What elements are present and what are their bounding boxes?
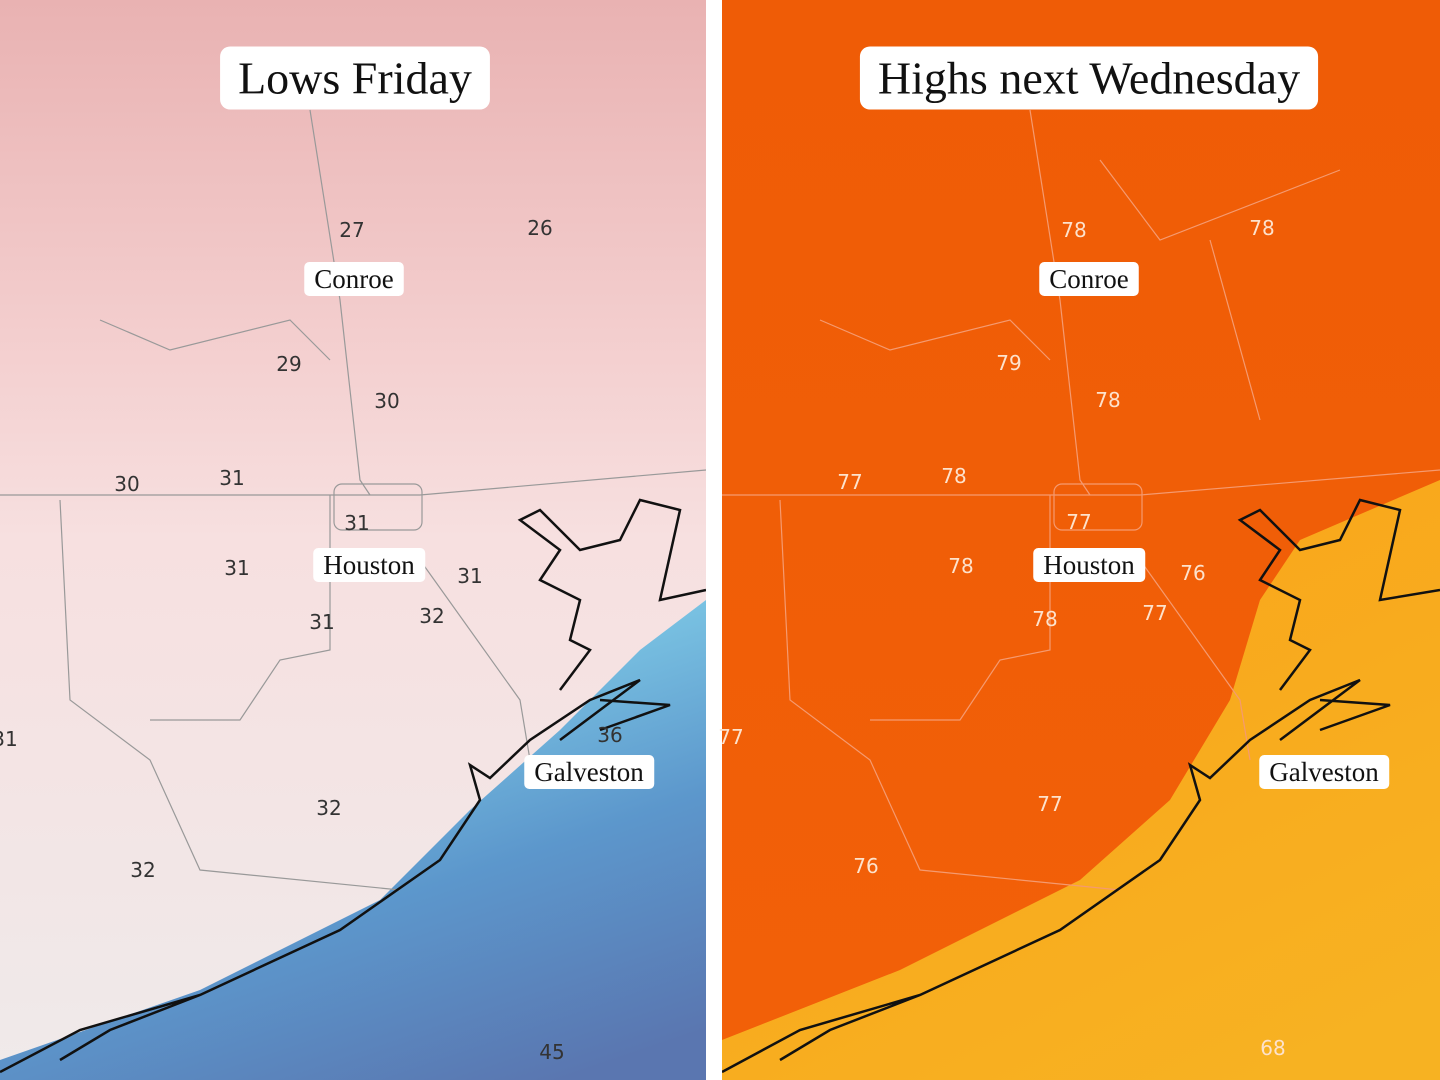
city-label-group: Galveston bbox=[524, 755, 655, 789]
temperature: 78 bbox=[1032, 607, 1057, 631]
temperature: 76 bbox=[853, 854, 878, 878]
panel-title-box bbox=[220, 46, 490, 110]
temperature: 78 bbox=[1061, 218, 1086, 242]
coastline bbox=[721, 498, 1440, 1074]
panel-title-box bbox=[859, 46, 1319, 110]
city-label-box bbox=[524, 755, 655, 789]
temperature: 31 bbox=[219, 466, 244, 490]
temperature: 36 bbox=[597, 723, 622, 747]
temperature: 30 bbox=[374, 389, 399, 413]
temperature: 31 bbox=[344, 511, 369, 535]
temperature: 77 bbox=[837, 470, 862, 494]
temperature: 79 bbox=[996, 351, 1021, 375]
city-label-box bbox=[1039, 262, 1139, 296]
labels: 27 26 29 30 30 31 31 31 31 32 31 36 32 32 45 31 Conroe Ho… bbox=[0, 46, 1390, 1064]
city-label-box bbox=[313, 548, 426, 582]
sea bbox=[0, 600, 706, 1080]
panel-title: Lows Friday bbox=[238, 53, 472, 104]
city-label: Conroe bbox=[1049, 264, 1129, 294]
city-label: Houston bbox=[1043, 550, 1135, 580]
city-label: Galveston bbox=[1269, 757, 1379, 787]
temperature: 76 bbox=[1180, 561, 1205, 585]
temperature: 78 bbox=[1249, 216, 1274, 240]
city-label-box bbox=[1259, 755, 1390, 789]
temperature: 45 bbox=[539, 1040, 564, 1064]
temperature: 29 bbox=[276, 352, 301, 376]
sea bbox=[722, 480, 1440, 1080]
temperature: 78 bbox=[941, 464, 966, 488]
temperature: 31 bbox=[457, 564, 482, 588]
city-label: Houston bbox=[323, 550, 415, 580]
left-map bbox=[0, 0, 707, 1080]
temperature: 77 bbox=[718, 725, 743, 749]
city-label-group: Galveston bbox=[1259, 755, 1390, 789]
temperature: 31 bbox=[309, 610, 334, 634]
panel-title: Highs next Wednesday bbox=[878, 53, 1300, 104]
right-map bbox=[721, 0, 1440, 1080]
temperature: 78 bbox=[1095, 388, 1120, 412]
temperature: 68 bbox=[1260, 1036, 1285, 1060]
county-lines bbox=[0, 109, 707, 891]
temperature: 27 bbox=[339, 218, 364, 242]
divider bbox=[706, 0, 722, 1080]
city-label-group: Houston bbox=[1033, 548, 1146, 582]
temperature: 30 bbox=[114, 472, 139, 496]
city-label-group: Conroe bbox=[1039, 262, 1139, 296]
temperature: 26 bbox=[527, 216, 552, 240]
city-label-group: Conroe bbox=[304, 262, 404, 296]
temperature: 32 bbox=[419, 604, 444, 628]
city-label-box bbox=[1033, 548, 1146, 582]
panel-title-group: Lows Friday bbox=[220, 46, 490, 110]
temperature: 31 bbox=[0, 727, 18, 751]
temperature: 77 bbox=[1037, 792, 1062, 816]
temperature: 31 bbox=[224, 556, 249, 580]
city-label-box bbox=[304, 262, 404, 296]
temperature: 32 bbox=[316, 796, 341, 820]
county-lines bbox=[722, 109, 1440, 891]
temperature: 32 bbox=[130, 858, 155, 882]
city-label: Galveston bbox=[534, 757, 644, 787]
temperature: 77 bbox=[1142, 601, 1167, 625]
coastline bbox=[0, 498, 707, 1074]
city-label: Conroe bbox=[314, 264, 394, 294]
panel-title-group: Highs next Wednesday bbox=[859, 46, 1319, 110]
city-label-group: Houston bbox=[313, 548, 426, 582]
temperature: 77 bbox=[1066, 510, 1091, 534]
temperature: 78 bbox=[948, 554, 973, 578]
